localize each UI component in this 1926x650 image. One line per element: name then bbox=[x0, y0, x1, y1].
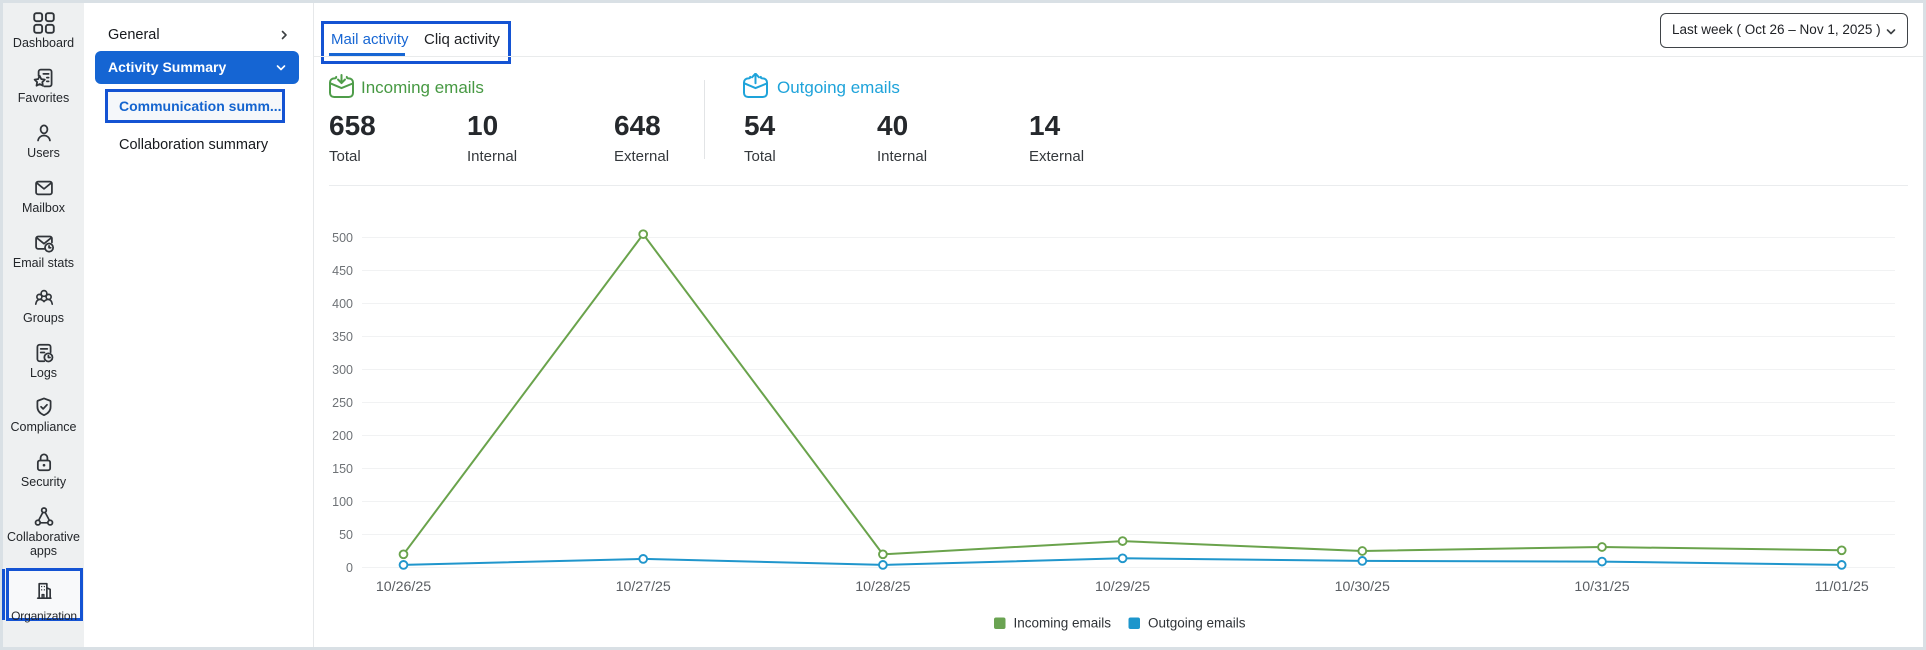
svg-text:50: 50 bbox=[339, 528, 353, 542]
svg-text:300: 300 bbox=[332, 363, 353, 377]
svg-text:11/01/25: 11/01/25 bbox=[1815, 579, 1869, 595]
svg-text:10/30/25: 10/30/25 bbox=[1335, 579, 1390, 595]
svg-text:10/26/25: 10/26/25 bbox=[376, 579, 431, 595]
svg-text:0: 0 bbox=[346, 561, 353, 575]
svg-text:400: 400 bbox=[332, 297, 353, 311]
svg-text:350: 350 bbox=[332, 330, 353, 344]
svg-text:450: 450 bbox=[332, 264, 353, 278]
svg-text:Outgoing emails: Outgoing emails bbox=[1148, 616, 1246, 631]
svg-text:100: 100 bbox=[332, 495, 353, 509]
svg-text:500: 500 bbox=[332, 231, 353, 245]
svg-text:Incoming emails: Incoming emails bbox=[1014, 616, 1112, 631]
svg-text:10/28/25: 10/28/25 bbox=[855, 579, 910, 595]
svg-text:250: 250 bbox=[332, 396, 353, 410]
svg-text:10/31/25: 10/31/25 bbox=[1574, 579, 1629, 595]
svg-text:10/27/25: 10/27/25 bbox=[616, 579, 671, 595]
svg-text:10/29/25: 10/29/25 bbox=[1095, 579, 1150, 595]
svg-text:200: 200 bbox=[332, 429, 353, 443]
svg-text:150: 150 bbox=[332, 462, 353, 476]
